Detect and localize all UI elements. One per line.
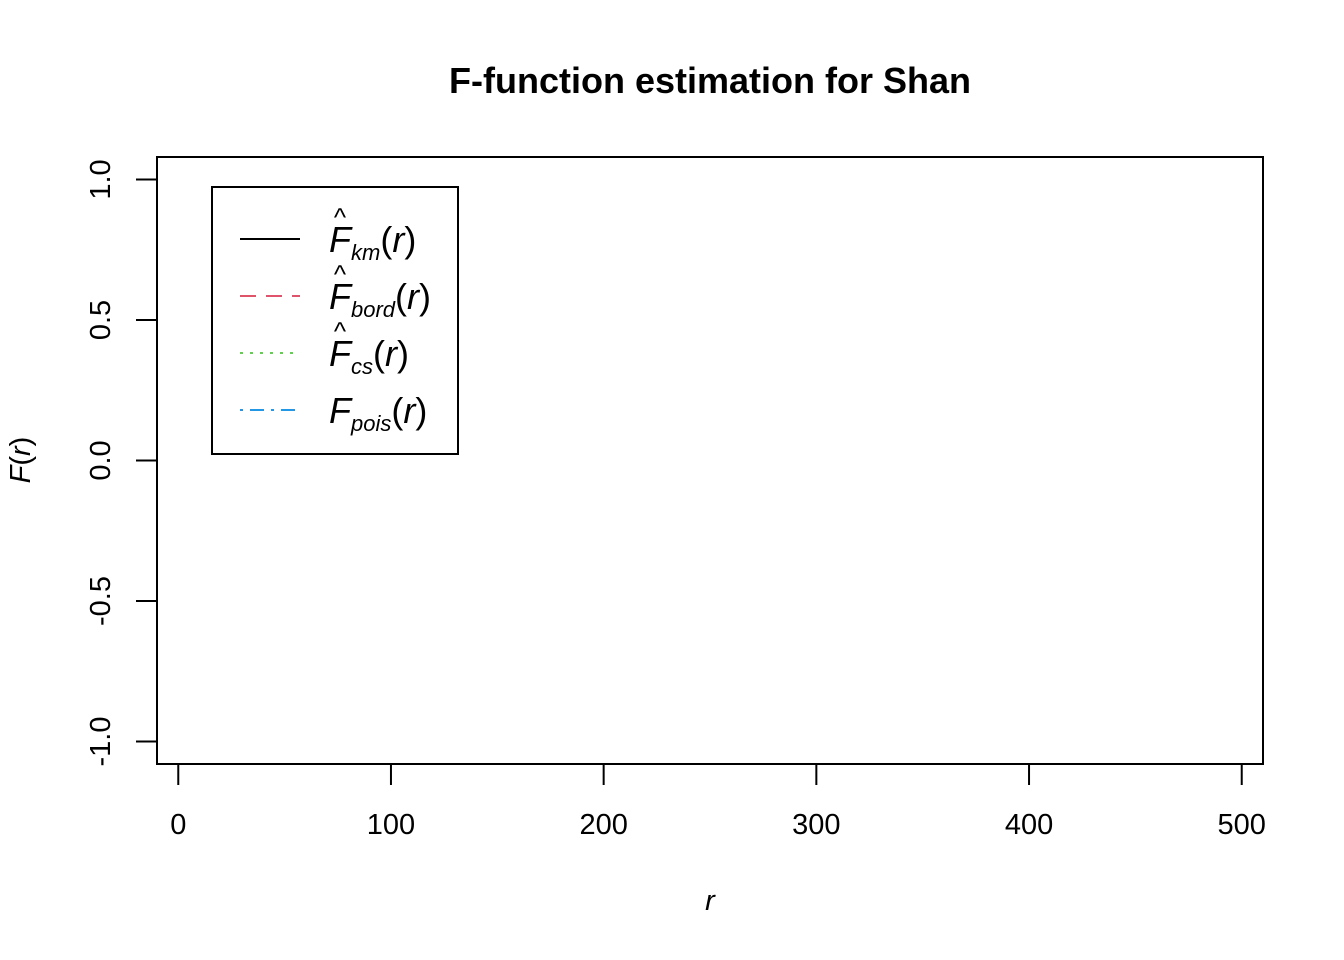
legend-entry-label: Fpois(r) xyxy=(329,390,427,436)
y-axis-label-open: ( xyxy=(5,456,37,466)
x-tick-label: 100 xyxy=(367,809,415,841)
y-tick-label: -0.5 xyxy=(85,576,117,626)
x-tick-label: 500 xyxy=(1218,809,1266,841)
x-axis-label: r xyxy=(705,885,716,917)
x-tick-label: 200 xyxy=(579,809,627,841)
y-tick-label: 0.5 xyxy=(85,300,117,340)
chart-title: F-function estimation for Shan xyxy=(449,60,971,101)
legend: ^Fkm(r)^Fbord(r)^Fcs(r)Fpois(r) xyxy=(211,186,459,455)
legend-entry-label: Fbord(r) xyxy=(329,276,431,322)
y-axis-label-main: F xyxy=(5,463,37,483)
y-axis-label-var: r xyxy=(5,445,37,456)
x-axis: 0 100 200 300 400 500 xyxy=(170,763,1266,841)
y-tick-label: 1.0 xyxy=(85,159,117,199)
legend-hat-accent: ^ xyxy=(334,259,347,289)
y-tick-label: -1.0 xyxy=(85,717,117,767)
y-axis-label: F(r) xyxy=(5,437,37,484)
legend-hat-accent: ^ xyxy=(334,202,347,232)
y-axis: -1.0 -0.5 0.0 0.5 1.0 xyxy=(85,159,158,767)
y-axis-label-close: ) xyxy=(5,437,37,447)
legend-entry-label: Fkm(r) xyxy=(329,219,416,265)
x-tick-label: 0 xyxy=(170,809,186,841)
y-tick-label: 0.0 xyxy=(85,440,117,480)
legend-hat-accent: ^ xyxy=(334,316,347,346)
legend-entry-label: Fcs(r) xyxy=(329,333,409,379)
x-tick-label: 400 xyxy=(1005,809,1053,841)
x-tick-label: 300 xyxy=(792,809,840,841)
